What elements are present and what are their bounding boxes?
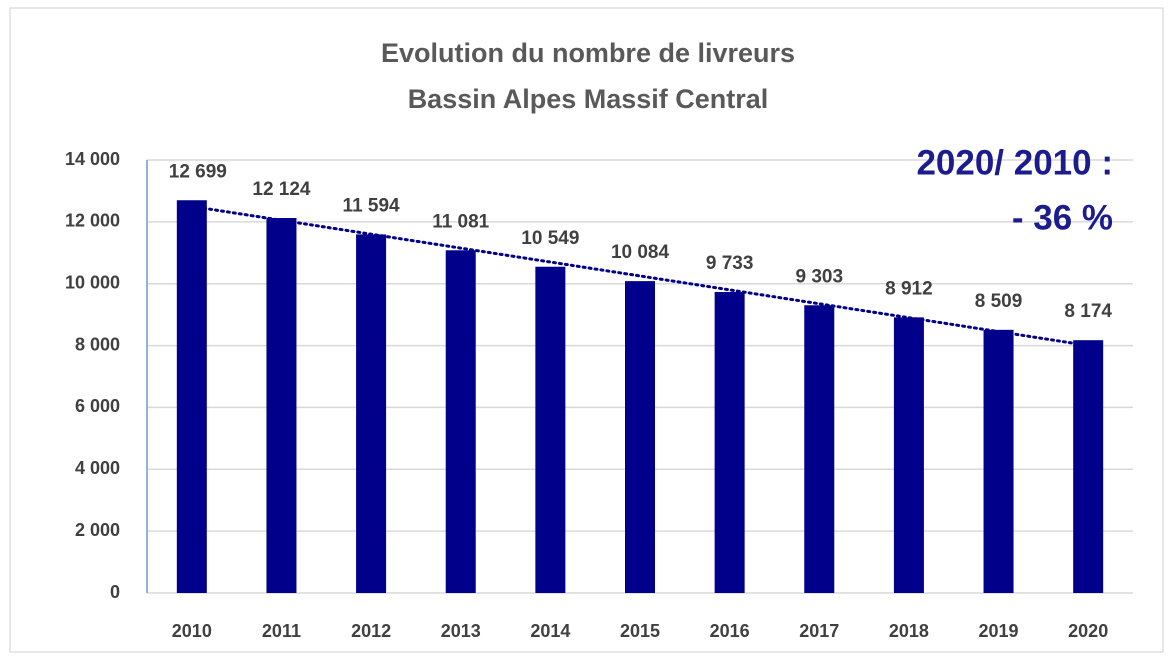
plot-area: 0 2 000 4 000 6 000 8 000 10 000 12 000 14 000 2… [65,149,1133,641]
bar [176,200,207,593]
y-tick-label: 6 000 [75,396,120,416]
bar [983,329,1014,593]
data-label: 10 549 [521,228,579,249]
trendline [190,204,1090,348]
bar [535,266,566,593]
x-tick-label: 2017 [799,621,839,641]
annotation: - 36 % [1012,198,1113,237]
x-tick-label: 2018 [889,621,929,641]
annotation: 2020/ 2010 : [916,143,1113,182]
x-tick-label: 2015 [620,621,660,641]
bar [1073,340,1104,593]
y-tick-label: 4 000 [75,458,120,478]
x-tick-label: 2020 [1068,621,1108,641]
data-label: 8 509 [975,291,1023,312]
x-tick-label: 2011 [262,621,301,641]
x-tick-label: 2014 [530,621,570,641]
data-label: 12 124 [252,179,311,200]
x-tick-label: 2010 [172,621,212,641]
data-label: 8 174 [1064,301,1112,322]
chart-title: Evolution du nombre de livreurs [381,38,795,68]
bar [266,218,297,593]
bar [893,317,924,593]
data-label: 9 303 [795,266,843,287]
data-label: 11 594 [343,195,400,216]
bar [625,281,655,593]
bar [714,291,745,593]
y-tick-label: 14 000 [65,149,120,169]
y-tick-label: 12 000 [65,211,120,231]
x-tick-label: 2013 [441,621,481,641]
x-tick-label: 2016 [710,621,750,641]
y-tick-label: 10 000 [65,272,120,292]
bar [804,305,835,593]
y-tick-label: 2 000 [75,520,120,540]
data-label: 11 081 [432,211,489,232]
x-tick-label: 2019 [979,621,1019,641]
x-tick-label: 2012 [351,621,391,641]
data-label: 9 733 [706,253,754,274]
y-tick-label: 8 000 [75,334,120,354]
bar [356,234,387,594]
chart-subtitle: Bassin Alpes Massif Central [408,84,769,114]
y-tick-label: 0 [110,582,120,602]
data-label: 8 912 [885,278,933,299]
data-label: 12 699 [169,161,227,182]
data-label: 10 084 [611,242,670,263]
bar [445,250,476,593]
